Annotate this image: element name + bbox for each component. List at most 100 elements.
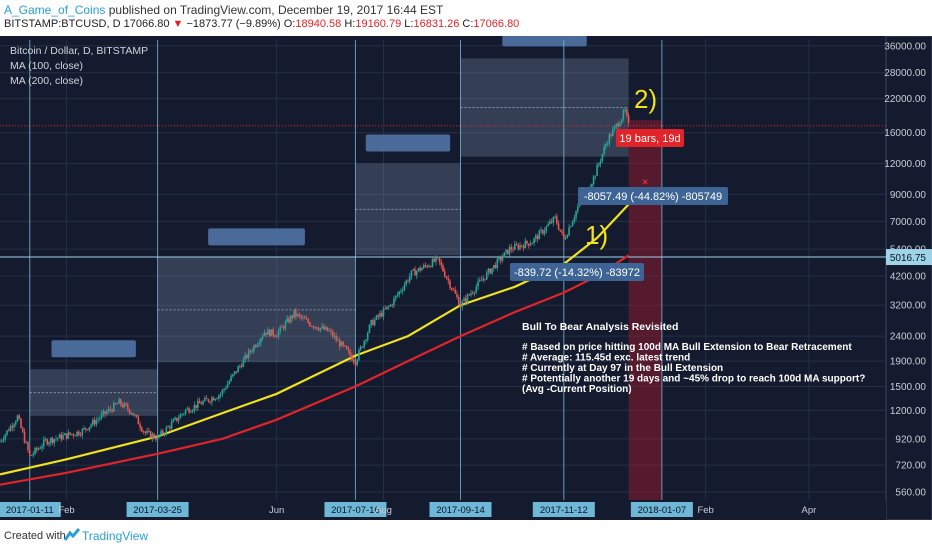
- candle-body: [323, 326, 325, 330]
- legend-ma200: MA (200, close): [10, 75, 83, 87]
- candle-body: [450, 287, 453, 290]
- candle-body: [363, 340, 366, 348]
- candle-body: [121, 404, 124, 408]
- candle-body: [382, 308, 385, 317]
- candle-body: [16, 415, 19, 422]
- candle-body: [223, 388, 225, 390]
- candle-body: [279, 326, 281, 332]
- candle-body: [368, 324, 371, 333]
- candle-body: [97, 419, 99, 421]
- candle-body: [191, 410, 194, 412]
- candle-body: [314, 326, 316, 328]
- candle-body: [235, 371, 238, 373]
- x-tick-label: 2018-01-07: [638, 505, 687, 516]
- candle-body: [524, 240, 527, 249]
- candle-body: [90, 424, 92, 428]
- candle-body: [615, 123, 618, 127]
- candle-body: [419, 267, 422, 271]
- candle-body: [158, 435, 161, 437]
- candle-body: [428, 266, 430, 268]
- candle-body: [48, 442, 50, 445]
- chart-area[interactable]: 36000.00 28000.00 22000.00 16000.00 12000.00…: [0, 29, 932, 521]
- measure-label: -839.72 (-14.32%) -83972: [514, 267, 640, 279]
- created-with-text: Created with: [4, 530, 66, 542]
- candle-body: [317, 328, 320, 331]
- candle-body: [226, 383, 229, 388]
- candle-body: [349, 350, 351, 356]
- y-tick-label: 28000.00: [884, 68, 926, 79]
- candle-body: [141, 427, 143, 432]
- candle-body: [512, 249, 514, 251]
- candle-body: [531, 243, 534, 245]
- author-link[interactable]: A_Game_of_Coins: [4, 3, 106, 17]
- candle-body: [120, 399, 122, 405]
- candle-body: [398, 291, 401, 295]
- candle-body: [153, 434, 155, 439]
- candle-body: [76, 431, 78, 436]
- y-tick-label: 560.00: [895, 488, 926, 499]
- x-tick-label: Aug: [375, 505, 392, 516]
- chart-svg[interactable]: 36000.00 28000.00 22000.00 16000.00 12000.00…: [0, 29, 932, 521]
- candle-body: [13, 424, 15, 428]
- candle-body: [542, 229, 544, 234]
- candle-body: [174, 417, 176, 420]
- candle-body: [114, 403, 117, 404]
- candle-body: [289, 315, 292, 323]
- candle-body: [212, 397, 215, 401]
- symbol-line: BITSTAMP:BTCUSD, D 17066.80 ▼ −1873.77 (…: [4, 18, 519, 30]
- candle-body: [225, 387, 227, 389]
- candle-body: [515, 244, 518, 246]
- candle-body: [46, 439, 49, 445]
- candle-body: [366, 332, 369, 340]
- candle-body: [148, 430, 150, 432]
- candle-body: [6, 430, 8, 435]
- candle-body: [400, 290, 402, 292]
- candle-body: [426, 265, 429, 268]
- candle-body: [477, 281, 479, 287]
- candle-body: [251, 351, 253, 352]
- candle-body: [415, 270, 418, 276]
- note-line: (Avg -Current Position): [522, 384, 632, 395]
- candle-body: [361, 346, 364, 348]
- candle-body: [442, 265, 444, 272]
- candle-body: [454, 290, 457, 294]
- candle-body: [160, 430, 162, 436]
- candle-body: [202, 401, 204, 405]
- candle-body: [596, 165, 598, 176]
- y-tick-label: 16000.00: [884, 128, 926, 139]
- candle-body: [232, 374, 234, 377]
- candle-body: [35, 448, 38, 450]
- candle-body: [550, 221, 553, 223]
- candle-body: [499, 257, 502, 261]
- candle-body: [176, 417, 178, 421]
- candle-body: [2, 439, 5, 441]
- candle-body: [492, 264, 495, 269]
- tradingview-brand[interactable]: TradingView: [82, 529, 149, 543]
- y-tick-label: 3200.00: [890, 301, 927, 312]
- candle-body: [228, 380, 231, 384]
- candle-body: [417, 267, 420, 271]
- candle-body: [337, 339, 339, 341]
- candle-body: [510, 247, 513, 250]
- candle-body: [123, 403, 126, 408]
- candle-body: [260, 338, 262, 343]
- candle-body: [240, 365, 243, 367]
- candle-body: [106, 411, 108, 414]
- candle-body: [372, 319, 374, 326]
- candle-body: [619, 123, 621, 127]
- candle-body: [626, 109, 628, 116]
- candle-body: [552, 217, 555, 223]
- candle-body: [522, 246, 525, 249]
- candle-body: [564, 237, 567, 239]
- candle-body: [496, 259, 499, 268]
- candle-body: [32, 453, 35, 456]
- candle-body: [113, 403, 115, 412]
- candle-body: [345, 346, 348, 350]
- candle-body: [549, 221, 551, 225]
- candle-body: [471, 293, 474, 295]
- candle-body: [53, 439, 56, 444]
- candle-body: [529, 244, 532, 246]
- candle-body: [230, 376, 232, 381]
- candle-body: [608, 134, 611, 144]
- candle-body: [183, 413, 185, 415]
